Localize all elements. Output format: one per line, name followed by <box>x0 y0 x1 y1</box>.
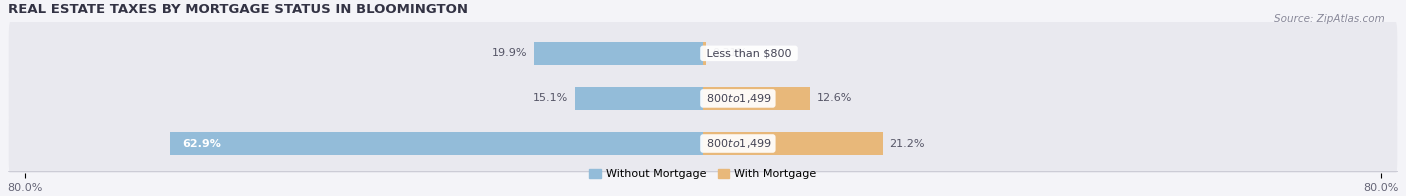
Text: 21.2%: 21.2% <box>890 139 925 149</box>
Text: 62.9%: 62.9% <box>183 139 221 149</box>
Text: $800 to $1,499: $800 to $1,499 <box>703 92 773 105</box>
Bar <box>703 132 883 155</box>
FancyBboxPatch shape <box>8 64 1398 133</box>
Bar <box>703 87 810 110</box>
Text: $800 to $1,499: $800 to $1,499 <box>703 137 773 150</box>
Bar <box>534 42 703 65</box>
Text: 0.31%: 0.31% <box>713 48 748 58</box>
Text: 12.6%: 12.6% <box>817 93 852 103</box>
Text: REAL ESTATE TAXES BY MORTGAGE STATUS IN BLOOMINGTON: REAL ESTATE TAXES BY MORTGAGE STATUS IN … <box>8 4 468 16</box>
Bar <box>575 87 703 110</box>
Bar <box>170 132 703 155</box>
Legend: Without Mortgage, With Mortgage: Without Mortgage, With Mortgage <box>589 169 817 179</box>
Text: 19.9%: 19.9% <box>492 48 527 58</box>
Text: Source: ZipAtlas.com: Source: ZipAtlas.com <box>1274 14 1385 24</box>
Bar <box>703 42 706 65</box>
FancyBboxPatch shape <box>8 109 1398 178</box>
FancyBboxPatch shape <box>8 18 1398 88</box>
Text: Less than $800: Less than $800 <box>703 48 794 58</box>
Text: 15.1%: 15.1% <box>533 93 568 103</box>
